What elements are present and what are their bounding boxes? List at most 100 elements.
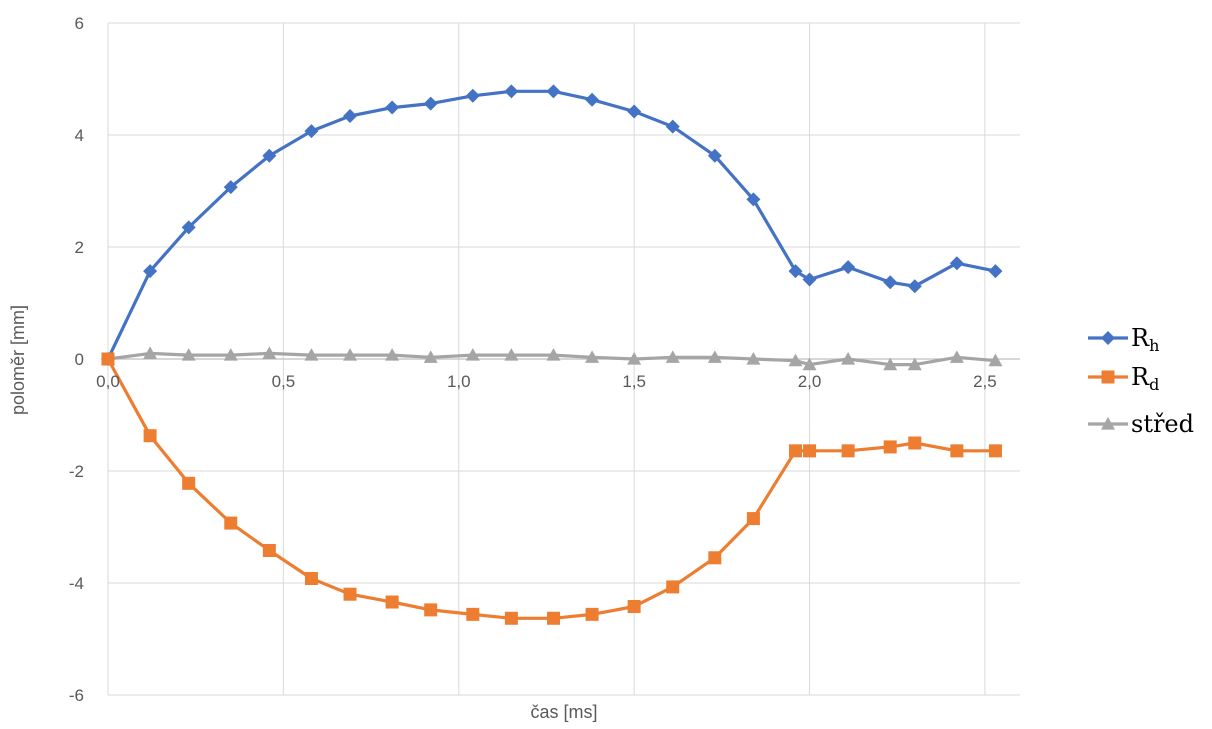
x-tick-label: 0,0	[96, 372, 120, 391]
data-point	[949, 350, 964, 363]
y-tick-label: -6	[69, 686, 84, 705]
data-point	[746, 352, 761, 365]
data-point	[665, 119, 680, 134]
data-point	[504, 611, 518, 625]
data-point	[627, 104, 642, 119]
data-point	[988, 353, 1003, 367]
data-point	[262, 346, 277, 359]
series-Rd	[101, 352, 1002, 625]
data-point	[504, 84, 519, 99]
data-point	[988, 444, 1002, 458]
data-point	[546, 84, 561, 99]
x-tick-label: 1,5	[622, 372, 646, 391]
legend-swatch-marker	[1101, 417, 1115, 430]
data-point	[585, 92, 600, 107]
data-point	[224, 516, 238, 530]
data-point	[949, 256, 964, 271]
data-point	[789, 444, 803, 458]
data-point	[465, 88, 480, 103]
y-axis-title: poloměr [mm]	[8, 305, 28, 415]
data-point	[223, 180, 238, 195]
data-point	[424, 603, 438, 617]
tick-labels: -6 -4 -2 0 2 4 6 0,0 0,5 1,0 1,5 2,0 2,5	[69, 14, 997, 705]
data-point	[883, 275, 898, 290]
data-point	[627, 600, 641, 614]
data-point	[707, 148, 722, 163]
data-point	[101, 352, 115, 366]
series-střed	[101, 346, 1003, 371]
data-point	[304, 572, 318, 586]
data-point	[465, 348, 480, 361]
series-line	[107, 351, 996, 367]
data-point	[803, 444, 817, 458]
legend-item: Rd	[1088, 363, 1159, 394]
legend-label: Rd	[1131, 363, 1159, 394]
data-point	[143, 264, 158, 279]
data-point	[466, 607, 480, 621]
x-tick-label: 2,0	[798, 372, 822, 391]
data-point	[627, 352, 642, 365]
data-point	[841, 260, 856, 275]
data-point	[262, 148, 277, 163]
data-point	[841, 444, 855, 458]
data-point	[423, 96, 438, 111]
x-axis-title: čas [ms]	[530, 702, 597, 722]
legend: Rh Rd střed	[1088, 324, 1194, 438]
data-point	[143, 429, 157, 443]
legend-item: Rh	[1088, 324, 1159, 355]
legend-item: střed	[1088, 410, 1194, 438]
data-point	[665, 350, 680, 363]
data-point	[343, 348, 358, 361]
data-point	[788, 353, 803, 367]
x-tick-label: 0,5	[272, 372, 296, 391]
data-point	[262, 544, 276, 558]
series-layer	[101, 84, 1003, 625]
legend-label: střed	[1131, 410, 1194, 438]
data-point	[385, 348, 400, 361]
data-point	[708, 551, 722, 565]
data-point	[883, 357, 898, 371]
series-line	[106, 358, 996, 620]
data-point	[385, 100, 400, 115]
y-tick-label: 0	[75, 350, 84, 369]
data-point	[223, 348, 238, 361]
legend-swatch-marker	[1101, 331, 1115, 345]
x-tick-label: 2,5	[973, 372, 997, 391]
y-tick-label: 4	[75, 126, 84, 145]
data-point	[746, 192, 761, 207]
data-point	[883, 440, 897, 454]
data-point	[585, 607, 599, 621]
data-point	[907, 357, 922, 371]
data-point	[504, 348, 519, 361]
data-point	[841, 352, 856, 365]
data-point	[304, 348, 319, 361]
data-point	[143, 346, 158, 359]
legend-swatch-marker	[1101, 370, 1115, 384]
legend-label: Rh	[1131, 324, 1159, 355]
data-point	[423, 350, 438, 363]
data-point	[343, 108, 358, 123]
data-point	[385, 595, 399, 609]
series-Rh	[101, 84, 1003, 366]
data-point	[707, 350, 722, 363]
data-point	[181, 220, 196, 235]
data-point	[802, 272, 817, 287]
data-point	[746, 512, 760, 526]
data-point	[304, 124, 319, 139]
data-point	[585, 350, 600, 363]
data-point	[802, 357, 817, 371]
data-point	[907, 279, 922, 294]
x-tick-label: 1,0	[447, 372, 471, 391]
data-point	[182, 476, 196, 490]
data-point	[666, 580, 680, 594]
data-point	[950, 444, 964, 458]
data-point	[988, 264, 1003, 279]
series-line	[106, 89, 996, 360]
data-point	[181, 348, 196, 361]
y-tick-label: -2	[69, 462, 84, 481]
data-point	[908, 436, 922, 450]
y-tick-label: -4	[69, 574, 84, 593]
data-point	[343, 587, 357, 601]
data-point	[546, 348, 561, 361]
